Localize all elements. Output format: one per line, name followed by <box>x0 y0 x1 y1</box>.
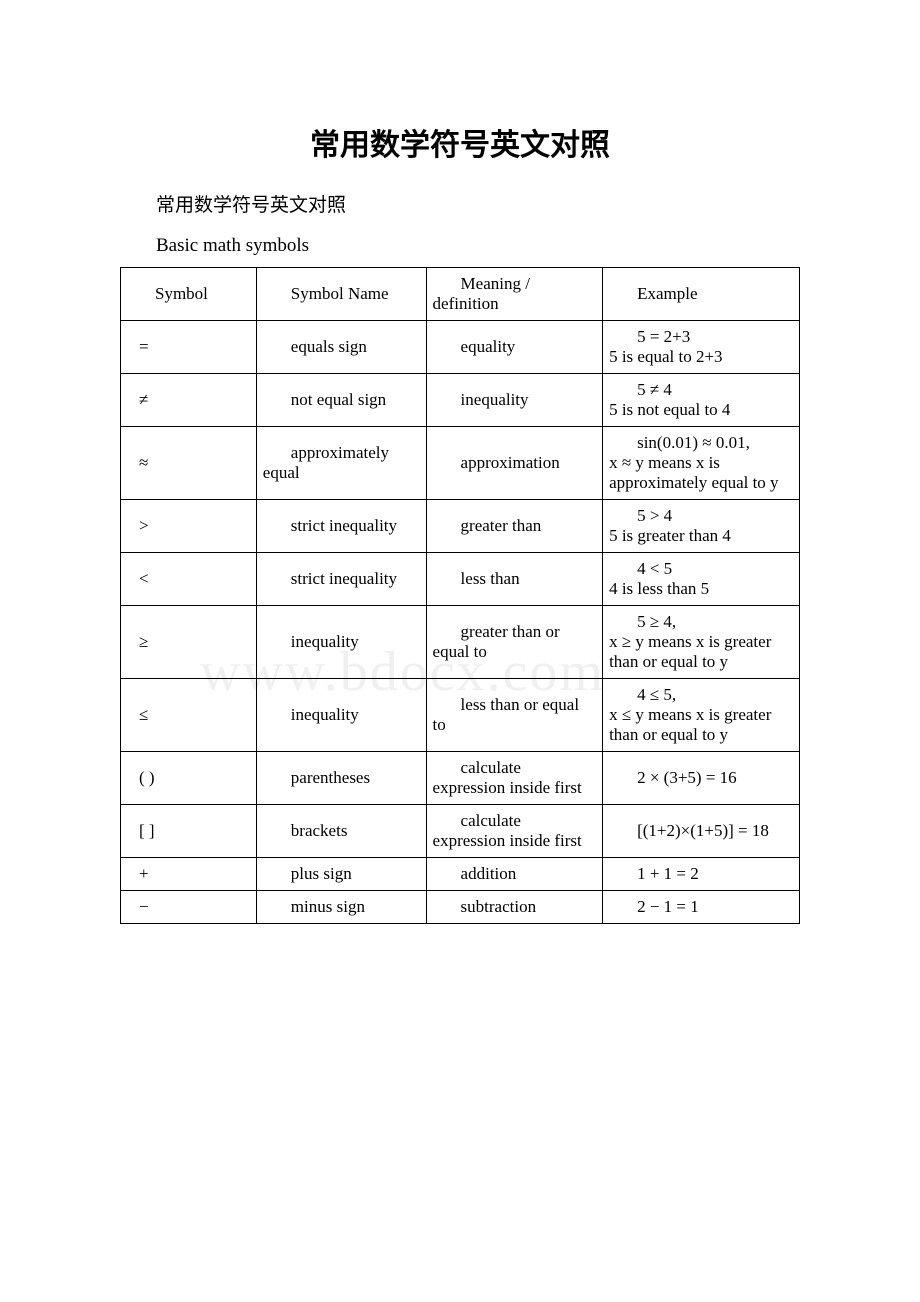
cell-example: 5 = 2+35 is equal to 2+3 <box>603 321 800 374</box>
subtitle-chinese: 常用数学符号英文对照 <box>120 190 800 217</box>
cell-name: not equal sign <box>256 374 426 427</box>
table-row: ≥ inequality greater than or equal to 5 … <box>121 606 800 679</box>
cell-name: minus sign <box>256 891 426 924</box>
cell-symbol: ≈ <box>121 427 257 500</box>
cell-symbol: < <box>121 553 257 606</box>
cell-example: 4 < 54 is less than 5 <box>603 553 800 606</box>
page-title: 常用数学符号英文对照 <box>120 120 800 164</box>
cell-symbol: ≠ <box>121 374 257 427</box>
cell-name: plus sign <box>256 858 426 891</box>
cell-example: [(1+2)×(1+5)] = 18 <box>603 805 800 858</box>
cell-name: brackets <box>256 805 426 858</box>
cell-meaning: greater than <box>426 500 603 553</box>
cell-meaning: less than or equal to <box>426 679 603 752</box>
cell-meaning: subtraction <box>426 891 603 924</box>
cell-symbol: ( ) <box>121 752 257 805</box>
cell-symbol: > <box>121 500 257 553</box>
cell-name: strict inequality <box>256 553 426 606</box>
cell-meaning: inequality <box>426 374 603 427</box>
table-row: ≠ not equal sign inequality 5 ≠ 45 is no… <box>121 374 800 427</box>
symbols-table: Symbol Symbol Name Meaning / definition … <box>120 267 800 924</box>
table-row: = equals sign equality 5 = 2+35 is equal… <box>121 321 800 374</box>
cell-name: strict inequality <box>256 500 426 553</box>
table-row: [ ] brackets calculate expression inside… <box>121 805 800 858</box>
cell-name: equals sign <box>256 321 426 374</box>
cell-meaning: equality <box>426 321 603 374</box>
header-meaning: Meaning / definition <box>426 268 603 321</box>
cell-example: 4 ≤ 5,x ≤ y means x is greater than or e… <box>603 679 800 752</box>
cell-meaning: calculate expression inside first <box>426 752 603 805</box>
cell-name: parentheses <box>256 752 426 805</box>
table-row: > strict inequality greater than 5 > 45 … <box>121 500 800 553</box>
cell-meaning: less than <box>426 553 603 606</box>
document-content: 常用数学符号英文对照 常用数学符号英文对照 Basic math symbols… <box>120 120 800 924</box>
table-row: ( ) parentheses calculate expression ins… <box>121 752 800 805</box>
cell-example: 2 − 1 = 1 <box>603 891 800 924</box>
cell-name: inequality <box>256 606 426 679</box>
table-header-row: Symbol Symbol Name Meaning / definition … <box>121 268 800 321</box>
table-row: < strict inequality less than 4 < 54 is … <box>121 553 800 606</box>
cell-example: 5 > 45 is greater than 4 <box>603 500 800 553</box>
cell-example: sin(0.01) ≈ 0.01,x ≈ y means x is approx… <box>603 427 800 500</box>
table-row: + plus sign addition 1 + 1 = 2 <box>121 858 800 891</box>
header-name: Symbol Name <box>256 268 426 321</box>
header-example: Example <box>603 268 800 321</box>
cell-name: approximately equal <box>256 427 426 500</box>
cell-meaning: addition <box>426 858 603 891</box>
subtitle-english: Basic math symbols <box>120 235 800 257</box>
cell-meaning: calculate expression inside first <box>426 805 603 858</box>
header-symbol: Symbol <box>121 268 257 321</box>
table-row: ≤ inequality less than or equal to 4 ≤ 5… <box>121 679 800 752</box>
cell-name: inequality <box>256 679 426 752</box>
cell-symbol: [ ] <box>121 805 257 858</box>
cell-symbol: + <box>121 858 257 891</box>
cell-symbol: = <box>121 321 257 374</box>
cell-meaning: approximation <box>426 427 603 500</box>
cell-example: 1 + 1 = 2 <box>603 858 800 891</box>
table-body: = equals sign equality 5 = 2+35 is equal… <box>121 321 800 924</box>
table-row: − minus sign subtraction 2 − 1 = 1 <box>121 891 800 924</box>
cell-symbol: − <box>121 891 257 924</box>
cell-symbol: ≥ <box>121 606 257 679</box>
cell-example: 5 ≥ 4,x ≥ y means x is greater than or e… <box>603 606 800 679</box>
cell-meaning: greater than or equal to <box>426 606 603 679</box>
cell-example: 2 × (3+5) = 16 <box>603 752 800 805</box>
cell-symbol: ≤ <box>121 679 257 752</box>
cell-example: 5 ≠ 45 is not equal to 4 <box>603 374 800 427</box>
table-row: ≈ approximately equal approximation sin(… <box>121 427 800 500</box>
